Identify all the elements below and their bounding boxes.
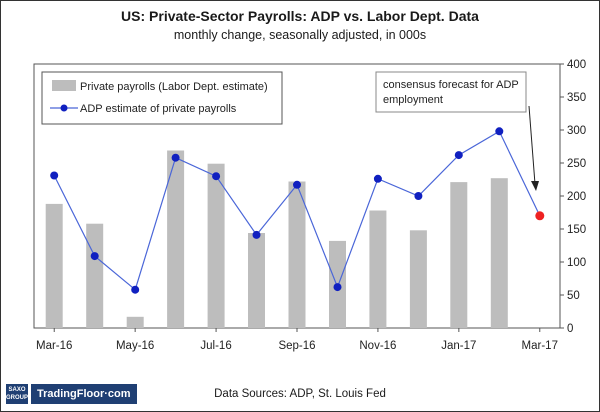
legend-line-label: ADP estimate of private payrolls	[80, 103, 237, 115]
chart-subtitle: monthly change, seasonally adjusted, in …	[173, 28, 427, 42]
y-tick-label-100: 100	[567, 257, 586, 269]
legend-bar-swatch	[52, 80, 76, 91]
annotation-line-1: consensus forecast for ADP	[383, 79, 519, 91]
bar-Jul-16	[207, 163, 225, 328]
x-tick-label-May-16: May-16	[116, 340, 154, 352]
legend: Private payrolls (Labor Dept. estimate) …	[41, 71, 283, 125]
forecast-point-Mar-17	[535, 211, 545, 221]
adp-point-Apr-16	[90, 252, 99, 261]
bar-Jun-16	[167, 150, 185, 328]
adp-point-Jan-17	[454, 151, 463, 160]
bar-Nov-16	[369, 210, 387, 328]
bar-Aug-16	[248, 233, 265, 328]
x-tick-label-Mar-17: Mar-17	[522, 340, 558, 352]
adp-point-Jul-16	[212, 172, 221, 181]
annotation-line-2: employment	[383, 94, 443, 106]
tradingfloor-logo: TradingFloor·com	[31, 384, 137, 404]
saxo-logo-line-2: GROUP	[6, 395, 29, 401]
x-tick-label-Sep-16: Sep-16	[278, 340, 315, 352]
x-tick-label-Jan-17: Jan-17	[441, 340, 476, 352]
y-tick-label-250: 250	[567, 158, 586, 170]
adp-point-Oct-16	[333, 283, 342, 292]
line-layer	[50, 127, 545, 294]
y-tick-label-50: 50	[567, 290, 580, 302]
bar-Jan-17	[450, 182, 468, 328]
legend-line-marker	[60, 104, 68, 112]
bar-Dec-16	[409, 230, 427, 328]
bars-layer	[45, 150, 508, 328]
chart-title: US: Private-Sector Payrolls: ADP vs. Lab…	[121, 8, 479, 24]
adp-point-Aug-16	[252, 230, 261, 239]
annotation-arrowhead	[531, 181, 539, 191]
bar-Apr-16	[86, 223, 104, 328]
bar-May-16	[126, 316, 144, 328]
bar-Mar-16	[45, 203, 63, 328]
y-tick-label-400: 400	[567, 59, 586, 71]
bar-Sep-16	[288, 181, 306, 328]
y-tick-label-300: 300	[567, 125, 586, 137]
legend-box	[41, 71, 283, 125]
x-axis: Mar-16 May-16 Jul-16 Sep-16 Nov-16 Jan-17 Mar-…	[36, 328, 558, 352]
y-tick-label-350: 350	[567, 92, 586, 104]
adp-point-Jun-16	[171, 153, 180, 162]
adp-point-Nov-16	[373, 174, 382, 183]
adp-point-May-16	[131, 285, 140, 294]
annotation-box	[375, 71, 527, 113]
saxo-logo-line-1: SAXO	[8, 387, 26, 393]
y-axis: 0 50 100 150 200 250 300 350 400	[560, 59, 586, 335]
x-tick-label-Jul-16: Jul-16	[200, 340, 231, 352]
data-source: Data Sources: ADP, St. Louis Fed	[214, 388, 386, 400]
x-tick-label-Mar-16: Mar-16	[36, 340, 72, 352]
legend-bar-label: Private payrolls (Labor Dept. estimate)	[80, 81, 268, 93]
y-tick-label-0: 0	[567, 323, 573, 335]
adp-point-Dec-16	[414, 192, 423, 200]
y-tick-label-150: 150	[567, 224, 586, 236]
x-tick-label-Nov-16: Nov-16	[359, 340, 396, 352]
bar-Feb-17	[490, 178, 508, 328]
brand-logo: SAXO GROUP TradingFloor·com	[6, 384, 137, 404]
annotation: consensus forecast for ADP employment	[375, 71, 539, 191]
adp-point-Sep-16	[293, 180, 301, 189]
adp-point-Mar-16	[50, 171, 59, 180]
y-tick-label-200: 200	[567, 191, 586, 203]
saxo-logo: SAXO GROUP	[6, 384, 28, 404]
annotation-arrow-line	[528, 105, 536, 185]
adp-point-Feb-17	[495, 127, 504, 136]
